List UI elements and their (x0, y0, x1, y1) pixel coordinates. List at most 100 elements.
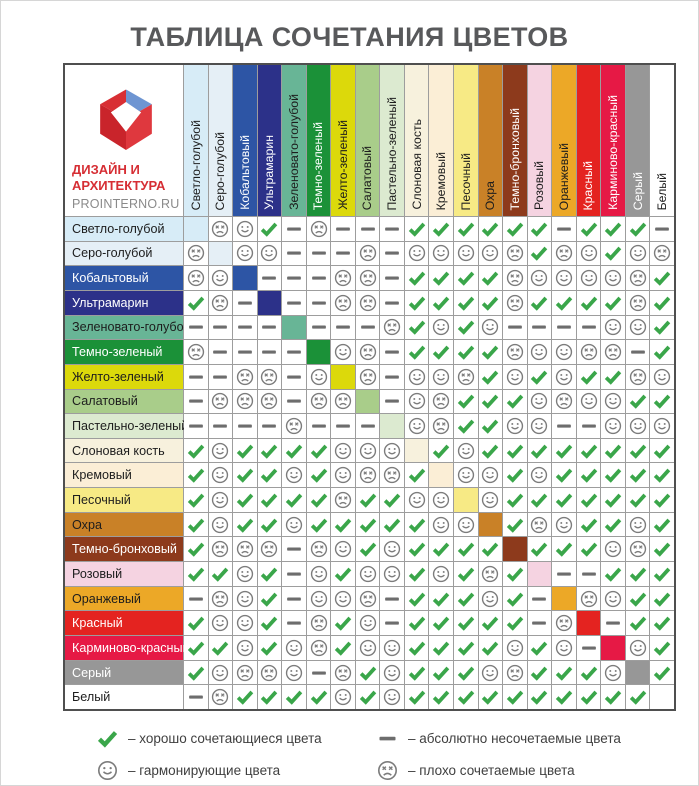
dash-icon (310, 294, 328, 312)
row-header-17: Красный (65, 611, 183, 636)
matrix-cell (380, 636, 404, 660)
smile-icon (604, 664, 622, 682)
dash-icon (555, 565, 573, 583)
matrix-cell (355, 512, 380, 537)
matrix-cell (625, 340, 650, 364)
matrix-cell (380, 586, 404, 611)
matrix-cell (576, 562, 601, 586)
smile-icon (334, 590, 352, 608)
matrix-cell (184, 488, 208, 512)
column-header-14: Темно-бронховый (503, 65, 527, 216)
check-icon (457, 269, 475, 287)
dash-icon (236, 318, 254, 336)
matrix-cell (454, 611, 478, 636)
matrix-cell (552, 340, 576, 364)
check-icon (530, 664, 548, 682)
matrix-cell (404, 586, 429, 611)
matrix-cell (601, 488, 625, 512)
check-icon (629, 614, 647, 632)
matrix-cell (527, 266, 552, 290)
sad-face-icon (236, 664, 254, 682)
check-icon (187, 540, 205, 558)
matrix-cell (208, 290, 233, 315)
dash-icon (359, 417, 377, 435)
column-header-1: Светло-голубой (184, 65, 208, 216)
matrix-cell (331, 266, 355, 290)
matrix-cell (552, 414, 576, 438)
column-header-3: Кобальтовый (233, 65, 257, 216)
smile-icon (211, 466, 229, 484)
matrix-cell (650, 364, 674, 389)
matrix-cell (208, 636, 233, 660)
row-header-4: Ультрамарин (65, 290, 183, 315)
matrix-cell (233, 290, 257, 315)
sad-face-icon (359, 244, 377, 262)
matrix-cell (552, 364, 576, 389)
smile-icon (432, 244, 450, 262)
matrix-cell (233, 537, 257, 562)
matrix-cell (404, 512, 429, 537)
matrix-cell (503, 562, 527, 586)
check-icon (260, 688, 278, 706)
dash-icon (310, 417, 328, 435)
check-icon (481, 269, 499, 287)
sad-face-icon (359, 590, 377, 608)
matrix-cell (650, 266, 674, 290)
check-icon (260, 220, 278, 238)
column-header-9: Пастельно-зеленый (380, 65, 404, 216)
matrix-cell (208, 586, 233, 611)
smile-icon (285, 466, 303, 484)
smile-icon (629, 516, 647, 534)
matrix-cell (355, 660, 380, 685)
matrix-cell (650, 537, 674, 562)
sad-face-icon (432, 392, 450, 410)
check-icon (187, 466, 205, 484)
matrix-cell (576, 241, 601, 266)
check-icon (310, 466, 328, 484)
row-header-8: Салатовый (65, 389, 183, 414)
legend-item-smile: – гармонирующие цвета (97, 759, 345, 782)
check-icon (432, 269, 450, 287)
matrix-cell (576, 463, 601, 488)
check-icon (408, 294, 426, 312)
smile-icon (236, 590, 254, 608)
sad-face-icon (506, 664, 524, 682)
matrix-cell (552, 660, 576, 685)
matrix-cell (503, 488, 527, 512)
matrix-cell (208, 414, 233, 438)
smile-icon (555, 368, 573, 386)
smile-icon (408, 392, 426, 410)
check-icon (506, 220, 524, 238)
matrix-cell (601, 537, 625, 562)
matrix-cell (257, 537, 282, 562)
check-icon (604, 220, 622, 238)
check-icon (187, 491, 205, 509)
matrix-cell (331, 636, 355, 660)
diagonal-color-swatch (282, 315, 306, 340)
check-icon (310, 516, 328, 534)
check-icon (629, 466, 647, 484)
matrix-cell (478, 241, 503, 266)
sad-face-icon (359, 466, 377, 484)
sad-face-icon (310, 392, 328, 410)
logo-cube-icon (99, 89, 152, 151)
matrix-cell (331, 315, 355, 340)
matrix-cell (625, 611, 650, 636)
matrix-cell (429, 241, 454, 266)
matrix-cell (233, 636, 257, 660)
matrix-cell (208, 463, 233, 488)
check-icon (604, 244, 622, 262)
smile-icon (211, 442, 229, 460)
check-icon (653, 590, 671, 608)
check-icon (555, 688, 573, 706)
check-icon (432, 688, 450, 706)
matrix-cell (355, 315, 380, 340)
matrix-cell (454, 364, 478, 389)
matrix-cell (208, 562, 233, 586)
matrix-cell (429, 488, 454, 512)
matrix-cell (257, 512, 282, 537)
matrix-cell (184, 512, 208, 537)
matrix-cell (625, 537, 650, 562)
smile-icon (604, 318, 622, 336)
matrix-cell (527, 340, 552, 364)
